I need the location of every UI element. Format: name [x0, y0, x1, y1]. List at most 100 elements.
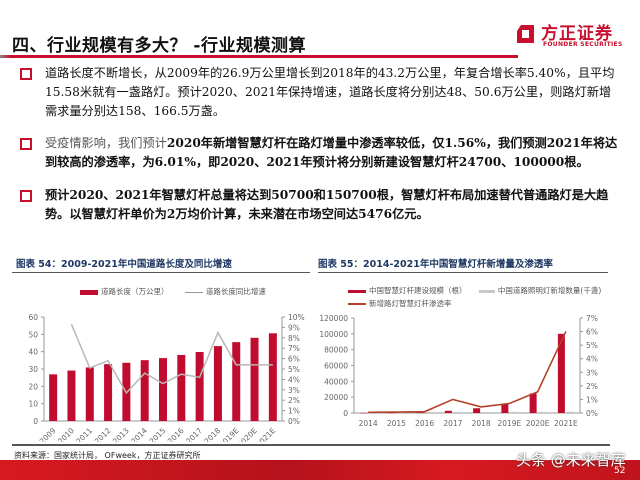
chart55-legend-2: 新增路灯智慧灯杆渗透率 [348, 298, 452, 309]
bar [501, 403, 509, 413]
legend-swatch-bar [80, 289, 98, 295]
bullet-penetration: 受疫情影响，我们预计2020年新增智慧灯杆在路灯增量中渗透率较低，仅1.56%，… [18, 134, 623, 172]
y-tick-label: 40 [28, 348, 38, 357]
legend-swatch-bar [348, 289, 366, 293]
chart54-rule [12, 272, 310, 273]
y2-tick-label: 6% [586, 328, 598, 337]
y2-tick-label: 4% [586, 355, 598, 364]
bar [566, 411, 574, 413]
x-tick-label: 2016 [415, 419, 434, 428]
bar [85, 367, 94, 421]
page-number: 52 [614, 466, 626, 476]
square-bullet-icon [20, 138, 32, 150]
bottom-rule [12, 444, 610, 446]
y-tick-label: 60000 [324, 362, 348, 371]
bar [482, 411, 490, 413]
bullet-road-length: 道路长度不断增长，从2009年的26.9万公里增长到2018年的43.2万公里，… [18, 64, 623, 121]
bullet-text: 预计2020、2021年智慧灯杆总量将达到50700和150700根，智慧灯杆布… [45, 188, 609, 221]
bar [538, 411, 546, 413]
square-bullet-icon [20, 190, 32, 202]
y2-tick-label: 10% [288, 313, 305, 322]
founder-securities-logo: 方正证券 FOUNDER SECURITIES [515, 18, 633, 56]
y-tick-label: 0 [33, 417, 38, 426]
bar [177, 354, 186, 421]
bar [49, 374, 58, 421]
bar [416, 412, 424, 414]
y2-tick-label: 0% [288, 417, 300, 426]
bar [104, 364, 113, 421]
legend-label: 道路长度（万公里） [101, 287, 169, 296]
y2-tick-label: 0% [586, 409, 598, 418]
y2-tick-label: 9% [288, 323, 300, 332]
source-note: 资料来源：国家统计局， OFweek，方正证券研究所 [14, 451, 201, 460]
y-tick-label: 30 [28, 365, 38, 374]
bar [250, 337, 259, 421]
legend-label: 中国智慧灯杆建设规模（根） [369, 286, 467, 295]
legend-swatch-line [348, 303, 366, 305]
x-tick-label: 2020E [236, 426, 259, 442]
bar [473, 408, 481, 413]
bar [510, 411, 518, 413]
bar [140, 360, 149, 421]
bar [268, 333, 277, 421]
x-tick-label: 2020E [526, 419, 550, 428]
page-title: 四、行业规模有多大？ -行业规模测算 [12, 36, 306, 56]
chart55-rule [318, 272, 608, 273]
y2-tick-label: 1% [586, 395, 598, 404]
square-bullet-icon [20, 68, 32, 80]
y2-tick-label: 3% [586, 368, 598, 377]
y-tick-label: 50 [28, 330, 38, 339]
chart54-legend: 道路长度（万公里） 道路长度同比增速 [80, 286, 266, 297]
legend-label: 道路长度同比增速 [205, 287, 266, 296]
bar [425, 411, 433, 413]
y2-tick-label: 2% [586, 382, 598, 391]
y2-tick-label: 7% [586, 314, 598, 323]
x-tick-label: 2018 [472, 419, 491, 428]
bar [195, 352, 204, 421]
x-tick-label: 2015 [387, 419, 406, 428]
bar [67, 370, 76, 421]
x-tick-label: 2014 [359, 419, 378, 428]
chart54-plot: 01020304050600%1%2%3%4%5%6%7%8%9%10%2009… [28, 313, 305, 442]
bar [557, 333, 565, 413]
chart55-plot: 0 20000 40000 60000 80000 100000 120000 0% 1% 2% 3… [319, 314, 598, 428]
bar [529, 393, 537, 413]
legend-label: 中国道路照明灯新增数量(千盏) [497, 286, 602, 295]
logo-text-cn: 方正证券 [541, 24, 613, 44]
legend-label: 新增路灯智慧灯杆渗透率 [369, 299, 452, 308]
x-tick-label: 2021E [254, 426, 277, 442]
y2-tick-label: 6% [288, 355, 300, 364]
watermark: 头条 @未来智库 [516, 451, 626, 469]
y-tick-label: 40000 [324, 377, 348, 386]
bullet-list: 道路长度不断增长，从2009年的26.9万公里增长到2018年的43.2万公里，… [18, 64, 623, 238]
line-series [70, 323, 273, 395]
y2-tick-label: 7% [288, 344, 300, 353]
y2-tick-label: 4% [288, 375, 300, 384]
logo-mark-icon [517, 25, 534, 43]
y-tick-label: 60 [28, 313, 38, 322]
x-tick-label: 2019E [217, 426, 240, 442]
x-tick-label: 2019E [497, 419, 521, 428]
title-underline [0, 55, 518, 58]
x-tick-label: 2021E [554, 419, 578, 428]
y2-tick-label: 5% [288, 365, 300, 374]
footer-bar [0, 460, 640, 480]
y2-tick-label: 3% [288, 386, 300, 395]
bar [159, 358, 167, 421]
y-tick-label: 80000 [324, 346, 348, 355]
chart54-title: 图表 54：2009-2021年中国道路长度及同比增速 [16, 259, 232, 270]
y-tick-label: 100000 [319, 330, 348, 339]
logo-text-en: FOUNDER SECURITIES [543, 41, 623, 48]
bar [444, 410, 452, 413]
y-tick-label: 0 [343, 409, 348, 418]
y-tick-label: 10 [28, 400, 38, 409]
y-tick-label: 20000 [324, 393, 348, 402]
line-series [368, 331, 567, 414]
bar [232, 342, 241, 421]
x-tick-label: 2017 [443, 419, 462, 428]
legend-swatch-line [184, 291, 203, 293]
bar [453, 411, 461, 413]
y2-tick-label: 5% [586, 341, 598, 350]
bar [388, 412, 396, 414]
y2-tick-label: 8% [288, 334, 300, 343]
